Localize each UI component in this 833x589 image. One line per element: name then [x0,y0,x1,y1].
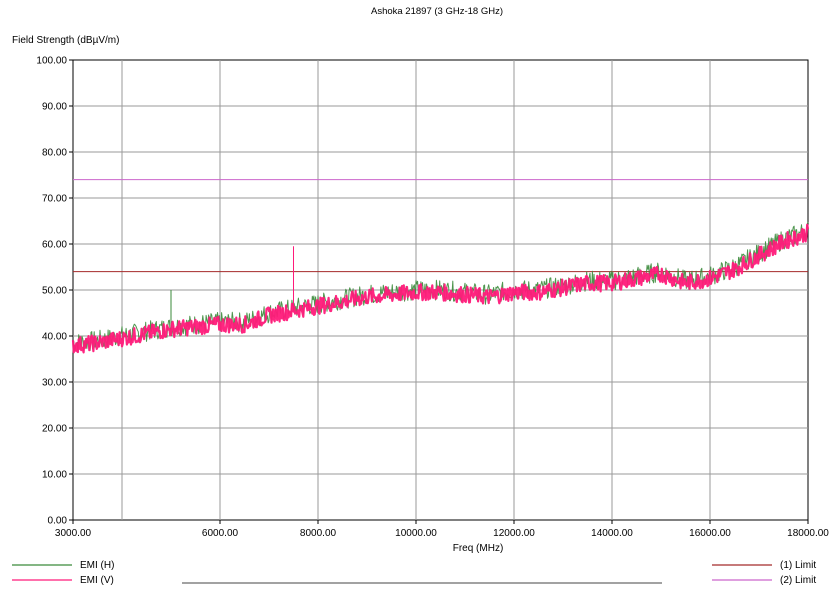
x-tick-label: 10000.00 [395,528,437,539]
plot-area [71,59,810,521]
y-tick-label: 100.00 [36,56,67,67]
y-tick-label: 10.00 [42,470,67,481]
x-tick-label: 18000.00 [787,528,829,539]
x-tick-label: 14000.00 [591,528,633,539]
y-tick-label: 0.00 [48,516,68,527]
legend-label-limit-1: (1) Limit [780,560,816,571]
y-tick-label: 30.00 [42,378,67,389]
y-axis-label: Field Strength (dBµV/m) [12,35,119,46]
legend-label-emi-h: EMI (H) [80,560,114,571]
y-tick-label: 50.00 [42,286,67,297]
y-tick-label: 70.00 [42,194,67,205]
series-line [71,223,810,354]
x-tick-label: 16000.00 [689,528,731,539]
legend-left: EMI (H) EMI (V) [12,560,114,586]
chart-title: Ashoka 21897 (3 GHz-18 GHz) [371,6,503,17]
x-tick-label: 12000.00 [493,528,535,539]
y-tick-label: 80.00 [42,148,67,159]
x-tick-label: 3000.00 [55,528,92,539]
legend-right: (1) Limit (2) Limit [712,560,816,586]
y-tick-label: 90.00 [42,102,67,113]
y-tick-label: 60.00 [42,240,67,251]
x-tick-label: 6000.00 [202,528,239,539]
legend-label-emi-v: EMI (V) [80,575,114,586]
y-tick-label: 20.00 [42,424,67,435]
x-axis-label: Freq (MHz) [453,543,504,554]
x-tick-label: 8000.00 [300,528,337,539]
y-tick-label: 40.00 [42,332,67,343]
legend-label-limit-2: (2) Limit [780,575,816,586]
